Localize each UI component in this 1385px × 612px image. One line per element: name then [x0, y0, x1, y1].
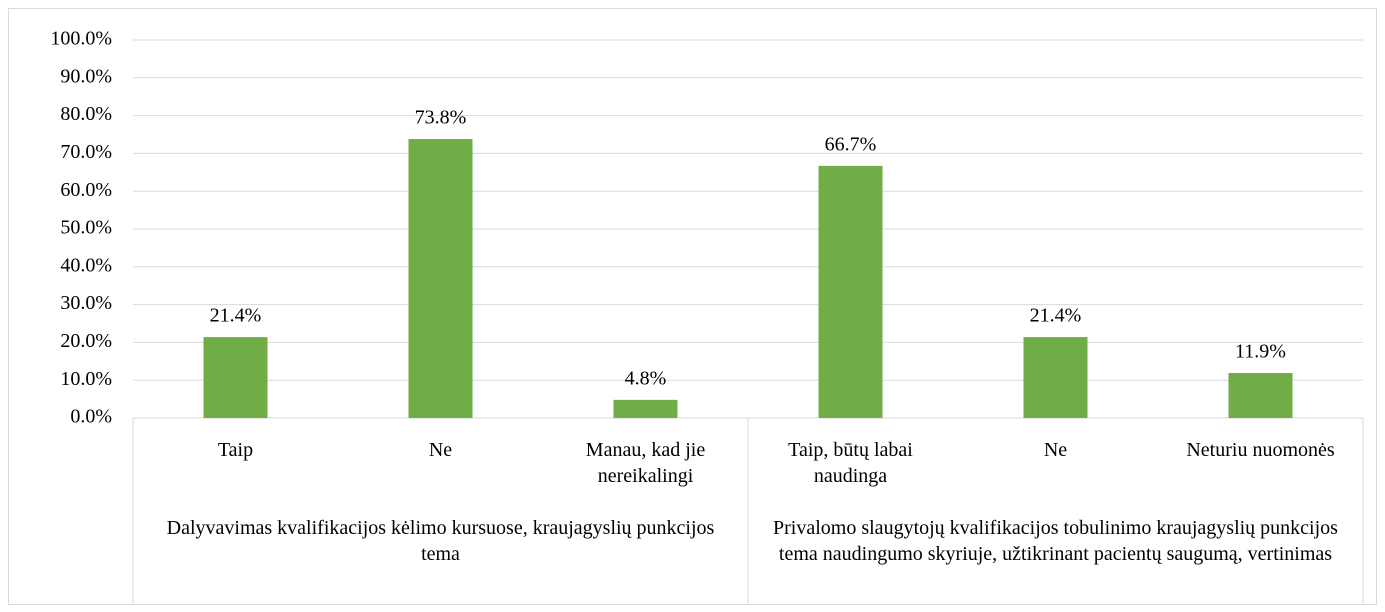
y-tick-label: 0.0% — [70, 406, 112, 428]
group-label: Privalomo slaugytojų kvalifikacijos tobu… — [773, 517, 1338, 565]
x-tick-label: Ne — [428, 439, 453, 461]
y-tick-label: 40.0% — [60, 254, 112, 276]
y-tick-label: 60.0% — [60, 179, 112, 201]
group-label: Dalyvavimas kvalifikacijos kėlimo kursuo… — [166, 517, 715, 565]
value-label: 4.8% — [625, 367, 667, 389]
value-label: 66.7% — [825, 133, 877, 155]
y-tick-label: 50.0% — [60, 217, 112, 239]
x-tick-label: Manau, kad jie nereikalingi — [585, 439, 706, 487]
chart-border — [8, 8, 1377, 605]
bar — [408, 139, 473, 418]
value-label: 11.9% — [1235, 341, 1286, 363]
y-tick-label: 70.0% — [60, 141, 112, 163]
y-tick-label: 30.0% — [60, 292, 112, 314]
bar — [1228, 373, 1293, 418]
bar — [1023, 337, 1088, 418]
value-label: 21.4% — [1030, 305, 1082, 327]
y-tick-label: 20.0% — [60, 330, 112, 352]
x-tick-label: Ne — [1043, 439, 1068, 461]
y-tick-label: 90.0% — [60, 65, 112, 87]
bar — [203, 337, 268, 418]
y-tick-label: 10.0% — [60, 368, 112, 390]
value-label: 21.4% — [210, 305, 262, 327]
bar — [613, 399, 678, 418]
x-tick-label: Neturiu nuomonės — [1186, 439, 1335, 461]
x-tick-label: Taip, būtų labai naudinga — [788, 439, 913, 487]
y-tick-label: 100.0% — [50, 28, 112, 50]
x-tick-label: Taip — [217, 439, 254, 461]
bar — [818, 165, 883, 418]
value-label: 73.8% — [415, 107, 467, 129]
y-tick-label: 80.0% — [60, 103, 112, 125]
